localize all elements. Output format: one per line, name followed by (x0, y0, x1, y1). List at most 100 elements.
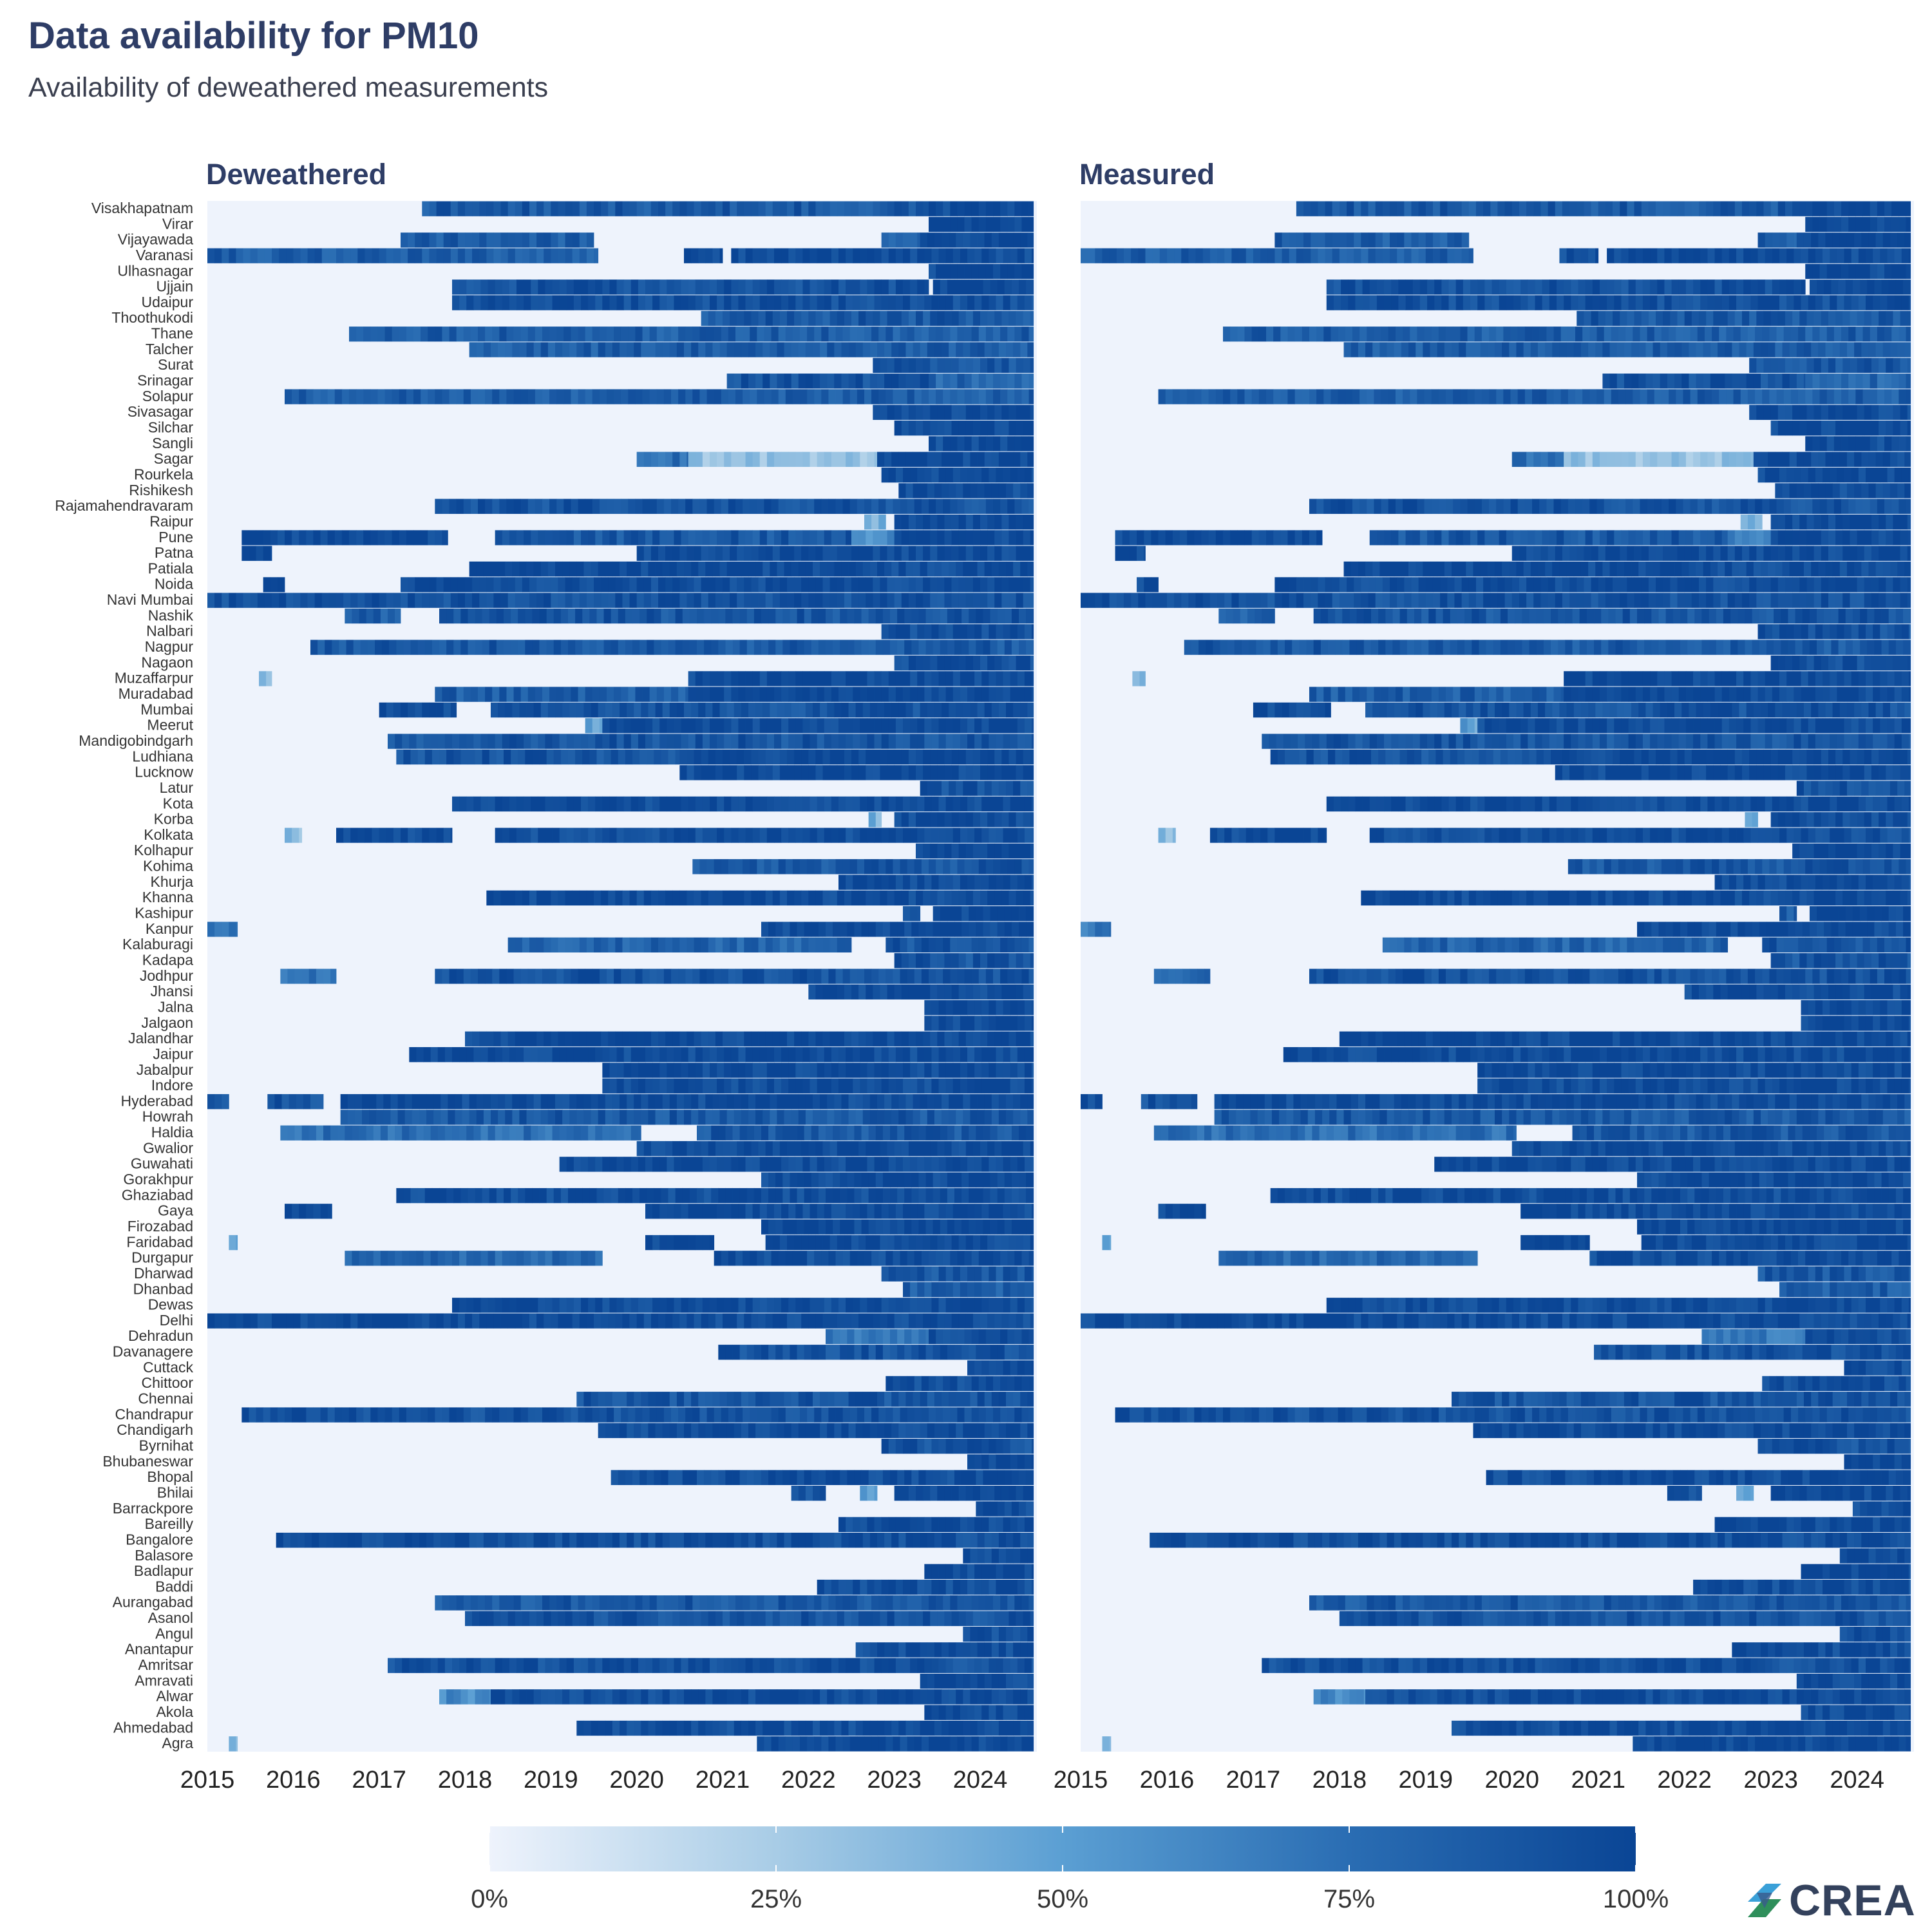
heatmap-cell (623, 828, 632, 843)
heatmap-cell (655, 561, 663, 577)
heatmap-cell (965, 765, 974, 781)
heatmap-cell (927, 1423, 935, 1439)
heatmap-cell (972, 812, 981, 828)
heatmap-cell (1000, 1407, 1008, 1423)
heatmap-cell (522, 890, 530, 906)
heatmap-cell (667, 1046, 674, 1063)
heatmap-row-gaya (285, 1204, 1034, 1219)
heatmap-cell (913, 561, 921, 577)
heatmap-cell (844, 201, 852, 216)
heatmap-cell (1004, 608, 1012, 624)
heatmap-cell (701, 749, 709, 765)
heatmap-cell (705, 248, 713, 263)
heatmap-cell (791, 561, 799, 577)
heatmap-cell (638, 295, 646, 310)
heatmap-cell (540, 342, 549, 357)
heatmap-cell (958, 1313, 967, 1329)
heatmap-cell (1032, 1046, 1034, 1063)
heatmap-cell (1026, 639, 1034, 655)
heatmap-cell (774, 248, 782, 263)
heatmap-cell (435, 530, 442, 545)
heatmap-cell (983, 279, 990, 295)
heatmap-cell (616, 1125, 625, 1141)
heatmap-cell (337, 1125, 345, 1141)
heatmap-cell (1013, 483, 1021, 498)
heatmap-cell (549, 327, 557, 342)
heatmap-cell (659, 530, 667, 545)
heatmap-cell (694, 201, 702, 216)
heatmap-cell (1010, 1439, 1018, 1454)
heatmap-cell (888, 1063, 896, 1078)
heatmap-cell (944, 890, 952, 906)
heatmap-cell (858, 1313, 866, 1329)
heatmap-cell (708, 1141, 716, 1157)
heatmap-cell (694, 545, 702, 561)
heatmap-cell (781, 671, 789, 687)
heatmap-cell (964, 498, 972, 514)
heatmap-cell (638, 1125, 641, 1141)
heatmap-cell (797, 922, 805, 937)
heatmap-cell (808, 201, 816, 216)
heatmap-cell (964, 1251, 972, 1266)
heatmap-cell (905, 342, 913, 357)
heatmap-cell (1017, 1157, 1025, 1172)
heatmap-cell (479, 592, 487, 608)
heatmap-cell (270, 577, 278, 592)
heatmap-cell (976, 1470, 983, 1485)
heatmap-cell (930, 1235, 938, 1251)
heatmap-cell (1026, 1219, 1034, 1235)
heatmap-cell (933, 608, 941, 624)
heatmap-cell (807, 969, 815, 984)
heatmap-cell (623, 1157, 632, 1172)
heatmap-cell (264, 592, 272, 608)
heatmap-cell (1006, 483, 1014, 498)
heatmap-cell (945, 1517, 954, 1532)
heatmap-cell (744, 545, 752, 561)
heatmap-cell (908, 749, 916, 765)
heatmap-cell (559, 734, 567, 749)
heatmap-cell (327, 530, 336, 545)
city-label: Gwalior (143, 1139, 193, 1156)
heatmap-cell (1017, 1454, 1025, 1470)
heatmap-cell (544, 577, 551, 592)
heatmap-cell (659, 1046, 667, 1063)
heatmap-cell (933, 1188, 941, 1204)
heatmap-cell (774, 295, 782, 310)
heatmap-cell (910, 671, 918, 687)
heatmap-cell (242, 1407, 249, 1423)
heatmap-cell (821, 969, 829, 984)
city-label: Chennai (138, 1390, 193, 1407)
heatmap-cell (357, 828, 365, 843)
heatmap-cell (512, 342, 520, 357)
heatmap-cell (229, 922, 236, 937)
heatmap-cell (945, 1046, 954, 1063)
heatmap-cell (547, 1094, 556, 1110)
heatmap-cell (931, 1439, 939, 1454)
heatmap-cell (1020, 483, 1028, 498)
heatmap-cell (913, 342, 921, 357)
heatmap-cell (956, 561, 963, 577)
heatmap-cell (931, 828, 939, 843)
heatmap-cell (1024, 718, 1032, 734)
heatmap-cell (985, 1329, 994, 1345)
heatmap-cell (958, 1141, 967, 1157)
heatmap-cell (1007, 1376, 1015, 1392)
heatmap-cell (635, 969, 643, 984)
heatmap-cell (874, 671, 882, 687)
heatmap-cell (424, 1188, 433, 1204)
heatmap-cell (635, 389, 643, 404)
heatmap-cell (601, 201, 609, 216)
heatmap-cell (924, 796, 932, 812)
heatmap-cell (937, 655, 945, 671)
heatmap-cell (897, 1329, 905, 1345)
heatmap-cell (1030, 1313, 1034, 1329)
heatmap-cell (1027, 1110, 1034, 1125)
heatmap-cell (688, 687, 696, 702)
heatmap-cell (719, 1094, 728, 1110)
heatmap-cell (994, 530, 1002, 545)
heatmap-cell (857, 859, 865, 875)
heatmap-cell (377, 530, 385, 545)
city-label: Rishikesh (129, 482, 193, 498)
heatmap-cell (488, 1046, 496, 1063)
heatmap-cell (475, 749, 483, 765)
